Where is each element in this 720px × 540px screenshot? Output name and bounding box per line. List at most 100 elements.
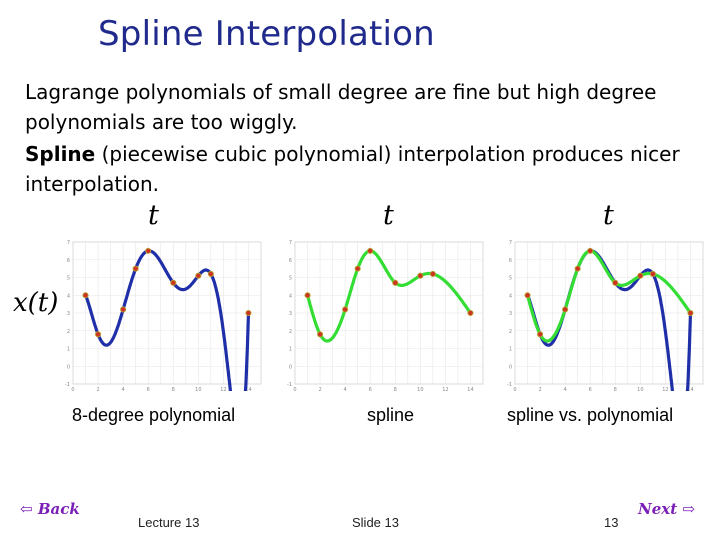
y-tick-label: 7 [509,240,512,246]
x-tick-label: 12 [442,387,448,391]
y-tick-label: 1 [67,347,70,353]
y-tick-label: 4 [509,293,512,299]
x-tick-label: 12 [220,387,226,391]
next-button[interactable]: Next ⇨ [638,500,695,518]
y-tick-label: 1 [289,347,292,353]
x-tick-label: 2 [96,387,99,391]
caption-comparison: spline vs. polynomial [507,405,674,425]
x-tick-label: 6 [369,387,372,391]
data-point [612,279,619,286]
y-tick-label: 6 [67,258,70,264]
x-tick-label: 2 [318,387,321,391]
x-tick-label: 14 [467,387,473,391]
data-point [95,331,102,338]
x-tick-label: 2 [538,387,541,391]
left-arrow-icon: ⇦ [20,500,33,518]
y-tick-label: 2 [289,329,292,335]
data-point [82,292,89,299]
y-tick-label: 0 [67,364,70,370]
y-tick-label: 6 [509,258,512,264]
data-point [467,309,474,317]
data-point [574,265,581,272]
y-tick-label: 3 [67,311,70,317]
data-point [537,331,544,338]
data-point [132,265,139,272]
right-arrow-icon: ⇨ [682,500,695,518]
data-point [317,331,324,338]
back-button[interactable]: ⇦ Back [20,500,80,518]
data-point [367,247,374,254]
data-point [637,272,644,279]
data-point [354,265,361,272]
paragraph-spline: Spline (piecewise cubic polynomial) inte… [25,139,705,199]
slide-title: Spline Interpolation [98,14,435,54]
y-tick-label: 2 [509,329,512,335]
footer-slide: Slide 13 [352,515,399,530]
x-tick-label: 14 [687,387,693,391]
footer-page-number: 13 [604,515,619,530]
x-tick-label: 0 [71,387,74,391]
data-point [687,309,694,317]
x-tick-label: 4 [122,387,125,391]
x-tick-label: 12 [662,387,668,391]
data-point [649,270,656,278]
x-tick-label: 4 [564,387,567,391]
paragraph-lagrange: Lagrange polynomials of small degree are… [25,80,657,134]
y-tick-label: 4 [67,293,70,299]
data-point [562,306,569,313]
data-point [170,279,177,286]
data-point [245,309,252,317]
x-tick-label: 6 [147,387,150,391]
next-label: Next [638,500,678,518]
y-tick-label: 7 [67,240,70,246]
y-tick-label: -1 [65,382,70,388]
y-tick-label: 1 [509,347,512,353]
t-label-2: t [383,200,394,231]
data-point [417,272,424,279]
data-point [524,292,531,299]
x-tick-label: 10 [195,387,201,391]
spline-curve [305,249,472,343]
data-point [145,247,152,254]
x-axis-function-label: x(t) [13,288,59,318]
t-label-1: t [148,200,159,231]
y-tick-label: 6 [289,258,292,264]
y-tick-label: 5 [289,276,292,282]
x-tick-label: 10 [417,387,423,391]
x-tick-label: 8 [394,387,397,391]
y-tick-label: 3 [289,311,292,317]
x-tick-label: 14 [245,387,251,391]
y-tick-label: 5 [509,276,512,282]
data-point [195,272,202,279]
back-label: Back [37,500,80,518]
y-tick-label: 2 [67,329,70,335]
x-tick-label: 4 [344,387,347,391]
x-tick-label: 6 [589,387,592,391]
data-point [342,306,349,313]
y-tick-label: 0 [289,364,292,370]
data-point [429,270,436,278]
spline-description: (piecewise cubic polynomial) interpolati… [25,142,680,196]
footer-lecture: Lecture 13 [138,515,200,530]
y-tick-label: -1 [287,382,292,388]
y-tick-label: 3 [509,311,512,317]
data-point [207,270,214,278]
polynomial-curve [84,249,251,391]
data-point [120,306,127,313]
x-tick-label: 8 [172,387,175,391]
data-point [304,292,311,299]
spline-curve [525,249,692,343]
x-tick-label: 8 [614,387,617,391]
t-label-3: t [603,200,614,231]
y-tick-label: 5 [67,276,70,282]
x-tick-label: 0 [293,387,296,391]
caption-spline: spline [367,405,415,425]
data-point [392,279,399,286]
y-tick-label: 4 [289,293,292,299]
x-tick-label: 0 [513,387,516,391]
x-tick-label: 10 [637,387,643,391]
spline-term: Spline [25,142,96,166]
